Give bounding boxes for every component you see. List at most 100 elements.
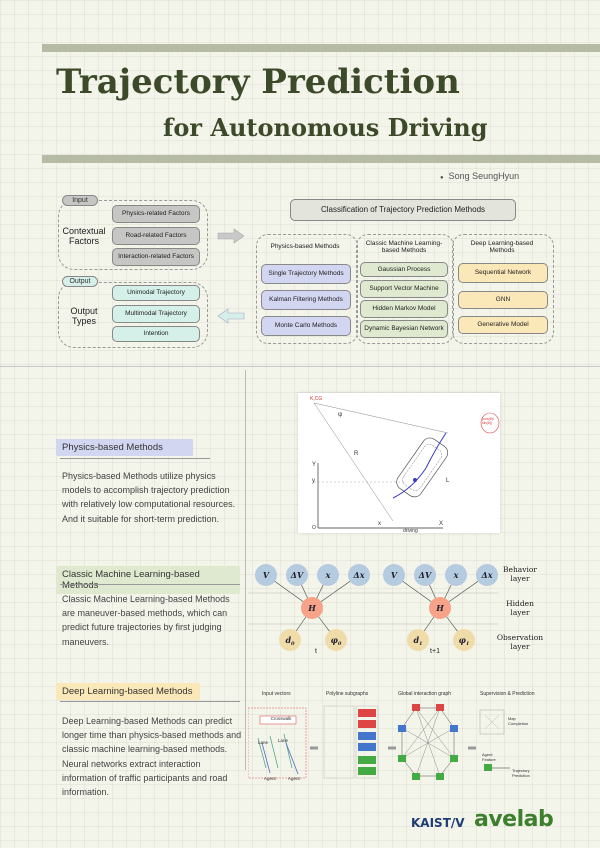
observation-node bbox=[453, 629, 475, 651]
observation-node bbox=[325, 629, 347, 651]
physics-section-heading: Physics-based Methods bbox=[56, 439, 193, 456]
output-item: Multimodal Trajectory bbox=[112, 305, 200, 323]
dl-item: GNN bbox=[458, 291, 548, 309]
trajectory-prediction-label: Trajectory Prediction bbox=[512, 768, 530, 778]
behavior-layer-label: Behavior layer bbox=[503, 565, 537, 583]
observation-layer-label: Observation layer bbox=[496, 633, 544, 651]
heading-underline bbox=[60, 458, 210, 459]
driving-label: driving bbox=[403, 528, 418, 534]
inset-label: (cos(θ)/ sin(θ)) bbox=[482, 417, 494, 425]
input-tag: Input bbox=[62, 195, 98, 206]
vectornet-figure: Input vectors Polyline subgraphs Global … bbox=[248, 688, 548, 788]
output-item: Intention bbox=[112, 326, 200, 342]
section-divider bbox=[0, 366, 600, 367]
hidden-node-label: H bbox=[307, 603, 316, 613]
dl-column-heading: Deep Learning-based Methods bbox=[470, 240, 534, 255]
ml-item: Support Vector Machine bbox=[360, 280, 448, 298]
input-item: Road-related Factors bbox=[112, 227, 200, 245]
y-axis-label: Y bbox=[312, 462, 317, 468]
behavior-node bbox=[348, 564, 370, 586]
k-cg-label: K,CG bbox=[310, 396, 323, 402]
page-title: Trajectory Prediction bbox=[56, 62, 460, 102]
physics-column-heading: Physics-based Methods bbox=[270, 243, 340, 250]
r-label: R bbox=[354, 451, 359, 457]
physics-column bbox=[256, 234, 358, 344]
behavior-node-label: V bbox=[391, 570, 398, 580]
physics-item: Kalman Filtering Methods bbox=[261, 290, 351, 310]
hmm-diagram: V ΔV x Δx Hd0 φ0 V ΔV x Δx Hd1 φ1 bbox=[248, 564, 498, 651]
ml-item: Gaussian Process bbox=[360, 262, 448, 277]
input-group bbox=[58, 200, 208, 270]
hidden-node-label: H bbox=[435, 603, 444, 613]
behavior-node-label: Δx bbox=[481, 570, 493, 580]
heading-underline bbox=[60, 701, 240, 702]
behavior-node-label: V bbox=[263, 570, 270, 580]
hidden-node bbox=[301, 597, 323, 619]
observation-node-label: φ0 bbox=[331, 635, 342, 647]
behavior-node bbox=[286, 564, 308, 586]
bullet-icon: ● bbox=[440, 175, 444, 181]
behavior-node bbox=[414, 564, 436, 586]
behavior-node bbox=[445, 564, 467, 586]
lane-label: Lane bbox=[258, 740, 269, 745]
ml-item: Dynamic Bayesian Network bbox=[360, 320, 448, 338]
ml-column-heading: Classic Machine Learning-based Methods bbox=[365, 240, 443, 255]
observation-node bbox=[407, 629, 429, 651]
author: ● Song SeungHyun bbox=[440, 171, 520, 181]
ml-section-body: Classic Machine Learning-based Methods a… bbox=[62, 594, 230, 647]
top-band bbox=[42, 44, 600, 52]
physics-figure: K,CG Y X O ψ R L y x driving (cos(θ)/ si… bbox=[298, 393, 500, 534]
origin-label: O bbox=[312, 525, 316, 531]
output-item: Unimodal Trajectory bbox=[112, 285, 200, 301]
dl-section-body: Deep Learning-based Methods can predict … bbox=[62, 716, 242, 798]
physics-section-body: Physics-based Methods utilize physics mo… bbox=[62, 471, 236, 524]
psi-label: ψ bbox=[338, 412, 343, 418]
heading-underline bbox=[60, 584, 240, 585]
behavior-node bbox=[383, 564, 405, 586]
output-group bbox=[58, 282, 208, 348]
l-label: L bbox=[446, 478, 450, 484]
contextual-factors-label: Contextual Factors bbox=[62, 226, 106, 247]
right-arrow-icon bbox=[217, 228, 245, 244]
map-completion-label: Map Completion bbox=[508, 716, 529, 726]
behavior-node-label: Δx bbox=[353, 570, 365, 580]
dl-column bbox=[452, 234, 554, 344]
x-axis-label: X bbox=[439, 521, 444, 527]
observation-node-label: d0 bbox=[285, 635, 295, 647]
page-subtitle: for Autonomous Driving bbox=[163, 113, 488, 142]
ml-section-heading: Classic Machine Learning-based Methods bbox=[56, 566, 240, 594]
physics-item: Monte Carlo Methods bbox=[261, 316, 351, 336]
behavior-node bbox=[255, 564, 277, 586]
left-arrow-icon bbox=[217, 308, 245, 324]
behavior-node bbox=[476, 564, 498, 586]
vertical-divider bbox=[245, 370, 246, 770]
input-vectors-header: Input vectors bbox=[262, 691, 291, 697]
time-t1-label: t+1 bbox=[430, 648, 440, 655]
supervision-header: Supervision & Prediction bbox=[480, 691, 535, 697]
hidden-node bbox=[429, 597, 451, 619]
polyline-subgraphs-header: Polyline subgraphs bbox=[326, 691, 369, 697]
dl-item: Generative Model bbox=[458, 316, 548, 334]
vectornet-drawing bbox=[248, 704, 510, 780]
output-tag: Output bbox=[62, 276, 98, 287]
physics-item: Single Trajectory Methods bbox=[261, 264, 351, 284]
behavior-node-label: x bbox=[453, 570, 459, 580]
kaist-slash-icon: /V bbox=[450, 816, 465, 830]
time-t-label: t bbox=[315, 648, 317, 655]
dl-item: Sequential Network bbox=[458, 263, 548, 283]
y-tick-label: y bbox=[312, 478, 315, 484]
ml-item: Hidden Markov Model bbox=[360, 300, 448, 318]
observation-node bbox=[279, 629, 301, 651]
x-tick-label: x bbox=[378, 521, 381, 527]
avelab-logo: avelab bbox=[474, 807, 554, 832]
observation-node-label: φ1 bbox=[459, 635, 470, 647]
lane-label: Lane bbox=[278, 738, 289, 743]
observation-node-label: d1 bbox=[413, 635, 422, 647]
dl-section-heading: Deep Learning-based Methods bbox=[56, 683, 200, 700]
bottom-band bbox=[42, 155, 600, 163]
global-graph-header: Global interaction graph bbox=[398, 691, 452, 697]
behavior-node-label: x bbox=[325, 570, 331, 580]
agent-feature-label: Agent Feature bbox=[482, 752, 496, 762]
behavior-node-label: ΔV bbox=[418, 570, 432, 580]
crosswalk-label: Crosswalk bbox=[270, 716, 292, 721]
